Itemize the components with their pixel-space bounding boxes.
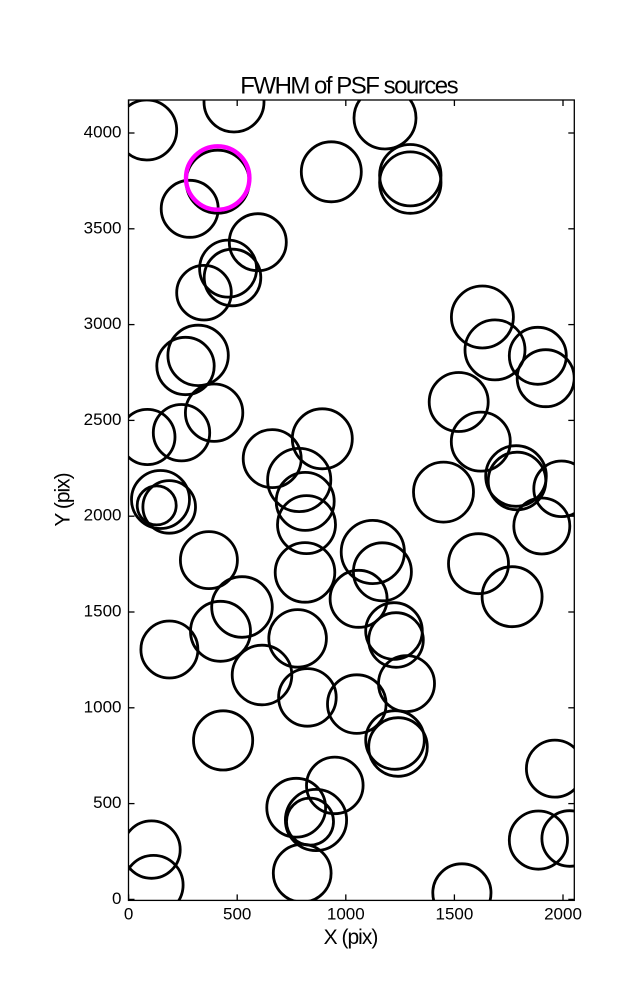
svg-text:0: 0	[112, 889, 121, 908]
svg-text:2500: 2500	[84, 410, 122, 429]
svg-text:3000: 3000	[84, 314, 122, 333]
svg-text:500: 500	[223, 905, 251, 924]
svg-text:2000: 2000	[84, 506, 122, 525]
svg-text:4000: 4000	[84, 123, 122, 142]
svg-text:FWHM of PSF sources: FWHM of PSF sources	[240, 73, 458, 100]
svg-text:1500: 1500	[84, 602, 122, 621]
svg-text:0: 0	[124, 905, 133, 924]
svg-text:1000: 1000	[327, 905, 365, 924]
svg-text:2000: 2000	[544, 905, 582, 924]
svg-text:3500: 3500	[84, 218, 122, 237]
svg-text:1000: 1000	[84, 697, 122, 716]
svg-text:Y (pix): Y (pix)	[52, 473, 75, 526]
svg-text:X (pix): X (pix)	[324, 926, 378, 949]
svg-text:500: 500	[93, 793, 121, 812]
svg-text:1500: 1500	[435, 905, 473, 924]
